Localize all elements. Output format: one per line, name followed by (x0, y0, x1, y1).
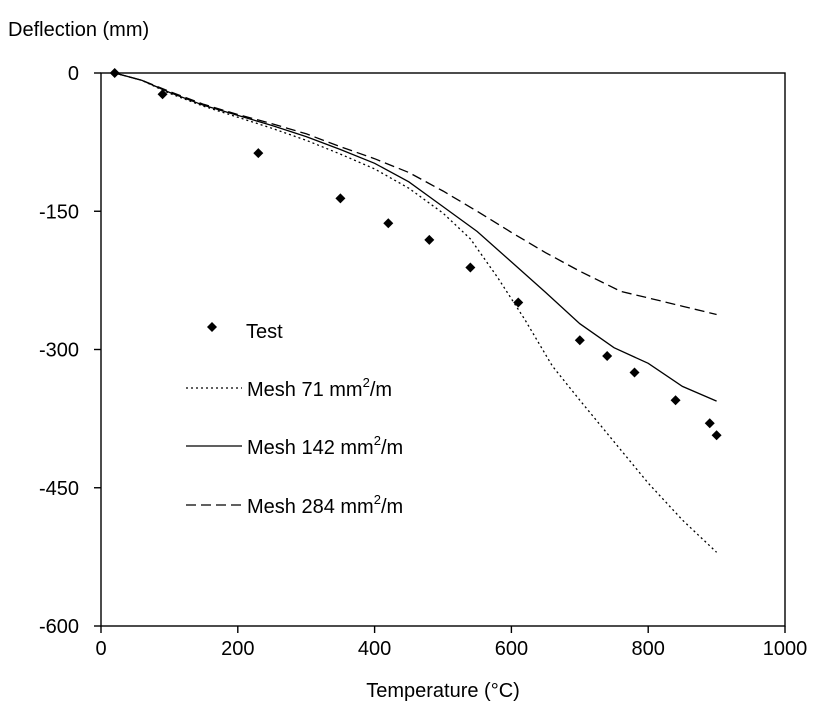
x-tick-label: 200 (221, 638, 254, 660)
legend-item: Mesh 71 mm2/m (186, 375, 392, 401)
y-tick-label: -150 (39, 201, 79, 223)
y-axis-title: Deflection (mm) (8, 19, 149, 41)
x-tick-label: 400 (358, 638, 391, 660)
series-3 (114, 72, 717, 316)
legend-label-main: Mesh 142 mm (247, 437, 374, 459)
legend-label-main: Mesh 71 mm (247, 379, 363, 401)
test-point (711, 430, 722, 441)
legend-label-suffix: /m (370, 379, 392, 401)
test-point (629, 367, 640, 378)
legend-label: Mesh 71 mm2/m (247, 375, 392, 401)
test-point (424, 234, 435, 245)
series-line (114, 72, 717, 402)
test-point (602, 350, 613, 361)
series-layer (109, 68, 722, 553)
legend-label: Test (246, 321, 283, 343)
test-point (670, 395, 681, 406)
y-tick-label: -300 (39, 340, 79, 362)
x-tick-label: 600 (495, 638, 528, 660)
series-2 (114, 72, 717, 402)
legend-label-sup: 2 (374, 433, 381, 448)
legend-item: Mesh 284 mm2/m (186, 492, 403, 518)
legend-label: Mesh 142 mm2/m (247, 433, 403, 459)
test-point (704, 418, 715, 429)
legend-label: Mesh 284 mm2/m (247, 492, 403, 518)
y-tick-label: -600 (39, 616, 79, 638)
legend-label-main: Mesh 284 mm (247, 496, 374, 518)
series-line (114, 72, 718, 553)
test-point (253, 148, 264, 159)
x-tick-label: 800 (632, 638, 665, 660)
legend-item: Mesh 142 mm2/m (186, 433, 403, 459)
legend-label-sup: 2 (363, 375, 370, 390)
legend-label-suffix: /m (381, 496, 403, 518)
test-point (383, 218, 394, 229)
test-point (157, 89, 168, 100)
x-axis-ticks: 0 200 400 600 800 1000 (95, 626, 807, 660)
series-line (114, 72, 717, 316)
y-axis-ticks: 0 -150 -300 -450 -600 (39, 63, 101, 638)
x-tick-label: 1000 (763, 638, 808, 660)
legend-marker (207, 322, 217, 332)
test-point (574, 335, 585, 346)
series-1 (114, 72, 718, 553)
x-tick-label: 0 (95, 638, 106, 660)
series-0 (109, 68, 722, 441)
y-tick-label: -450 (39, 478, 79, 500)
y-tick-label: 0 (68, 63, 79, 85)
test-point (109, 68, 120, 78)
legend-item: Test (207, 321, 283, 343)
test-point (513, 297, 524, 308)
test-point (465, 262, 476, 273)
x-axis-title: Temperature (°C) (366, 680, 520, 702)
test-point (335, 193, 346, 204)
legend-label-sup: 2 (374, 492, 381, 507)
plot-area (100, 72, 786, 627)
legend-label-suffix: /m (381, 437, 403, 459)
